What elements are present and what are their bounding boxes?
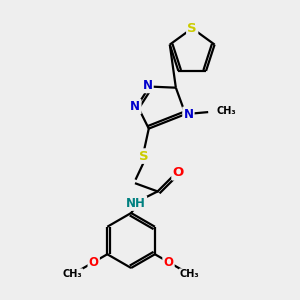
Text: S: S — [139, 150, 149, 163]
Text: N: N — [130, 100, 140, 113]
Text: CH₃: CH₃ — [217, 106, 236, 116]
Text: N: N — [142, 79, 152, 92]
Text: CH₃: CH₃ — [63, 269, 82, 279]
Text: CH₃: CH₃ — [180, 269, 200, 279]
Text: O: O — [89, 256, 99, 268]
Text: O: O — [172, 166, 184, 179]
Text: S: S — [188, 22, 197, 35]
Text: N: N — [183, 108, 194, 121]
Text: O: O — [164, 256, 173, 268]
Text: NH: NH — [126, 197, 146, 210]
